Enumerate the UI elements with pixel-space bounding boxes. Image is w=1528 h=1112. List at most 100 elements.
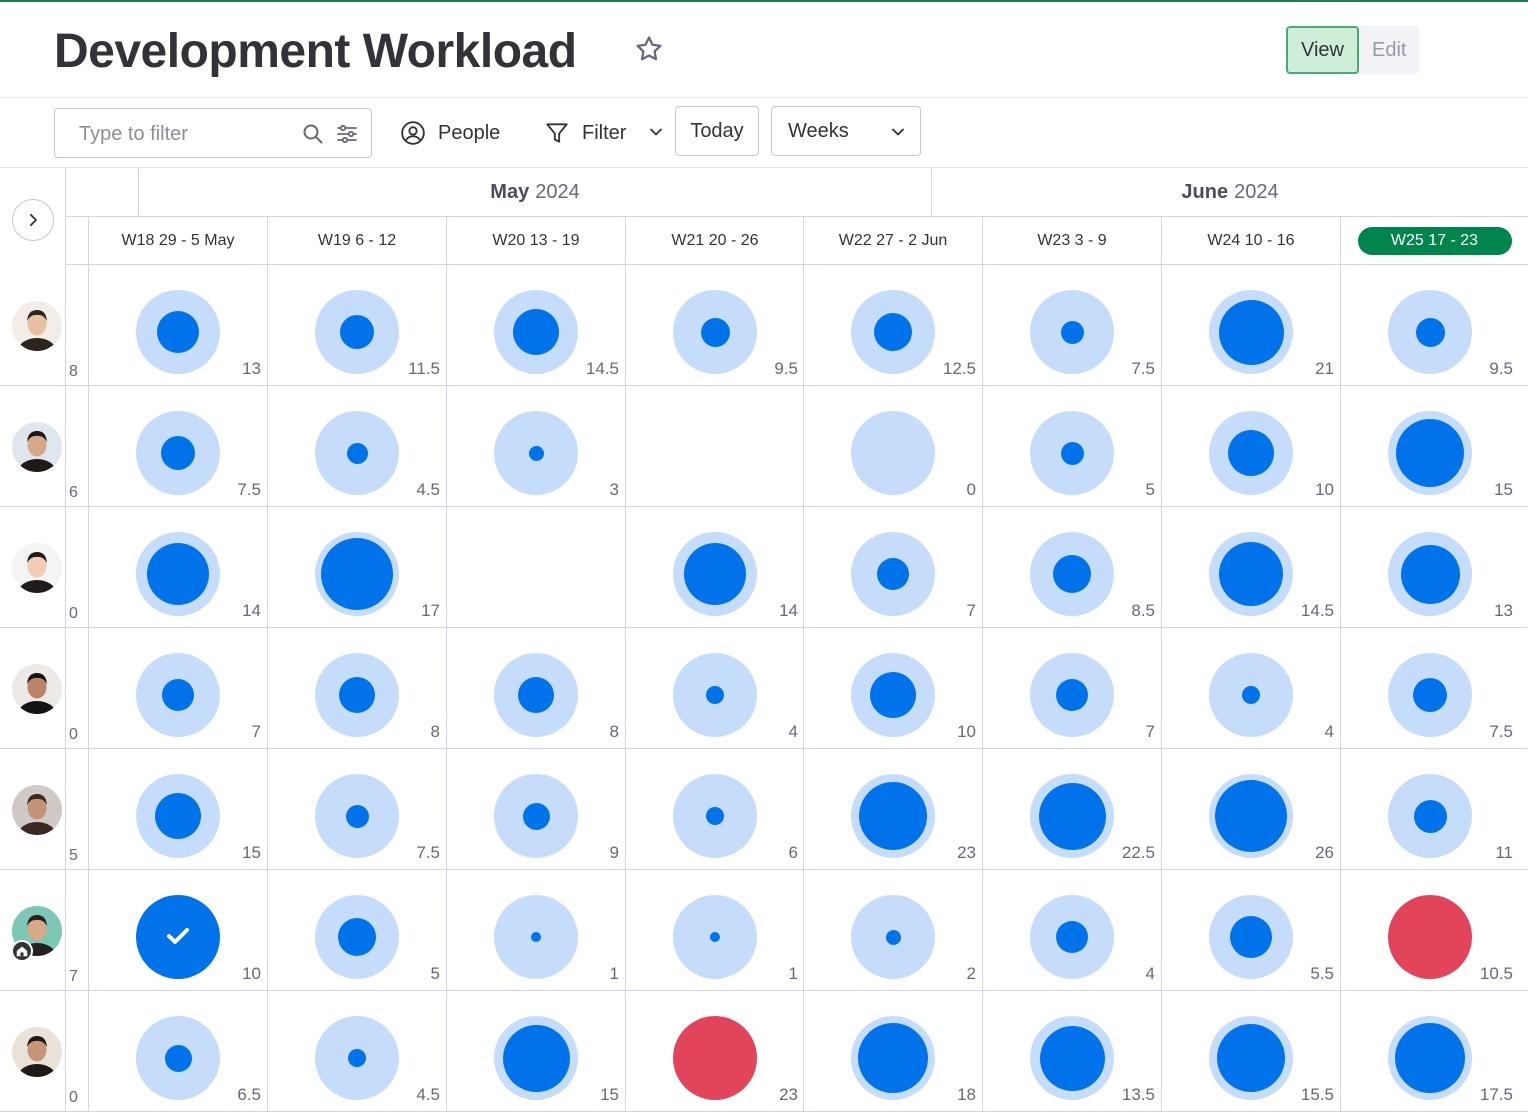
workload-cell[interactable]: 8.5 — [982, 507, 1161, 627]
workload-hours: 10 — [957, 722, 976, 741]
workload-cell[interactable]: 11 — [1340, 749, 1519, 869]
workload-cell[interactable]: 5 — [982, 386, 1161, 506]
workload-hours: 7.5 — [416, 843, 440, 862]
capacity-ring — [315, 1016, 399, 1100]
workload-cell[interactable]: 7.5 — [267, 749, 446, 869]
edit-button[interactable]: Edit — [1372, 38, 1407, 61]
filter-input[interactable] — [79, 121, 289, 147]
workload-cell[interactable]: 5.5 — [1161, 870, 1340, 990]
workload-cell[interactable]: 7 — [803, 507, 982, 627]
avatar[interactable] — [12, 422, 62, 472]
capacity-value: 6 — [69, 484, 78, 501]
workload-cell[interactable]: 14.5 — [446, 265, 625, 385]
workload-cell[interactable]: 6.5 — [88, 991, 267, 1111]
workload-cell[interactable]: 8 — [446, 628, 625, 748]
week-header-2: W19 6 - 12 — [267, 217, 446, 265]
workload-cell[interactable]: 13.5 — [982, 991, 1161, 1111]
workload-cell[interactable]: 0 — [803, 386, 982, 506]
workload-cell[interactable]: 14.5 — [1161, 507, 1340, 627]
workload-cell[interactable]: 5 — [267, 870, 446, 990]
capacity-ring — [315, 774, 399, 858]
avatar[interactable] — [12, 1027, 62, 1077]
workload-cell[interactable]: 7.5 — [88, 386, 267, 506]
workload-cell[interactable]: 3 — [446, 386, 625, 506]
workload-cell[interactable]: 4.5 — [267, 386, 446, 506]
workload-cell[interactable] — [625, 386, 804, 506]
workload-cell[interactable]: 26 — [1161, 749, 1340, 869]
workload-cell[interactable]: 13 — [88, 265, 267, 385]
workload-cell[interactable]: 10 — [1161, 386, 1340, 506]
workload-cell[interactable]: 7 — [982, 628, 1161, 748]
workload-cell[interactable]: 4.5 — [267, 991, 446, 1111]
workload-hours: 4.5 — [416, 1085, 440, 1104]
workload-dot — [1053, 555, 1091, 593]
workload-cell[interactable]: 13 — [1340, 507, 1519, 627]
workload-cell[interactable]: 17 — [267, 507, 446, 627]
workload-cell[interactable]: 14 — [88, 507, 267, 627]
avatar[interactable] — [12, 664, 62, 714]
workload-cell[interactable]: 4 — [982, 870, 1161, 990]
workload-cell[interactable]: 10.5 — [1340, 870, 1519, 990]
workload-hours: 2 — [966, 964, 976, 983]
workload-cell[interactable]: 21 — [1161, 265, 1340, 385]
workload-cell[interactable]: 9.5 — [1340, 265, 1519, 385]
workload-cell[interactable]: 15 — [88, 749, 267, 869]
workload-dot — [684, 543, 746, 605]
workload-cell[interactable]: 9.5 — [625, 265, 804, 385]
workload-cell[interactable]: 15 — [1340, 386, 1519, 506]
workload-dot — [518, 677, 554, 713]
workload-cell[interactable]: 9 — [446, 749, 625, 869]
workload-hours: 15 — [600, 1085, 619, 1104]
view-button[interactable]: View — [1286, 26, 1359, 74]
week-label: W21 20 - 26 — [671, 232, 759, 249]
workload-cell[interactable]: 12.5 — [803, 265, 982, 385]
workload-cell[interactable]: 15.5 — [1161, 991, 1340, 1111]
workload-cell[interactable]: 22.5 — [982, 749, 1161, 869]
workload-cell[interactable]: 2 — [803, 870, 982, 990]
workload-hours: 6 — [788, 843, 798, 862]
workload-cell[interactable]: 7.5 — [982, 265, 1161, 385]
capacity-ring — [1388, 653, 1472, 737]
workload-cell[interactable]: 23 — [803, 749, 982, 869]
workload-cell[interactable]: 1 — [625, 870, 804, 990]
workload-hours: 5.5 — [1310, 964, 1334, 983]
workload-cell[interactable]: 10 — [88, 870, 267, 990]
capacity-ring — [136, 895, 220, 979]
star-icon[interactable] — [634, 34, 664, 64]
workload-cell[interactable]: 4 — [625, 628, 804, 748]
workload-cell[interactable]: 7 — [88, 628, 267, 748]
workload-cell[interactable]: 23 — [625, 991, 804, 1111]
people-button[interactable]: People — [400, 108, 500, 158]
workload-hours: 13 — [1494, 601, 1513, 620]
workload-dot — [528, 445, 544, 461]
filter-label: Filter — [582, 121, 627, 144]
avatar[interactable] — [12, 301, 62, 351]
workload-cell[interactable]: 1 — [446, 870, 625, 990]
workload-dot — [502, 1024, 570, 1092]
workload-cell[interactable]: 7.5 — [1340, 628, 1519, 748]
workload-cell[interactable]: 10 — [803, 628, 982, 748]
expand-button[interactable] — [12, 199, 54, 241]
workload-cell[interactable]: 4 — [1161, 628, 1340, 748]
filter-button[interactable]: Filter — [544, 108, 626, 158]
workload-cell[interactable] — [446, 507, 625, 627]
workload-cell[interactable]: 14 — [625, 507, 804, 627]
avatar[interactable] — [12, 785, 62, 835]
workload-dot — [1396, 419, 1464, 487]
capacity-ring — [494, 1016, 578, 1100]
weeks-select[interactable]: Weeks — [771, 106, 921, 156]
workload-cell[interactable]: 8 — [267, 628, 446, 748]
chevron-down-icon[interactable] — [646, 122, 666, 142]
avatar[interactable] — [12, 543, 62, 593]
capacity-ring — [1388, 532, 1472, 616]
workload-cell[interactable]: 17.5 — [1340, 991, 1519, 1111]
capacity-ring — [494, 653, 578, 737]
sliders-icon[interactable] — [335, 122, 359, 146]
today-button[interactable]: Today — [675, 106, 759, 156]
workload-cell[interactable]: 6 — [625, 749, 804, 869]
capacity-ring — [315, 290, 399, 374]
workload-cell[interactable]: 11.5 — [267, 265, 446, 385]
workload-cell[interactable]: 18 — [803, 991, 982, 1111]
capacity-value: 0 — [69, 605, 78, 622]
workload-cell[interactable]: 15 — [446, 991, 625, 1111]
